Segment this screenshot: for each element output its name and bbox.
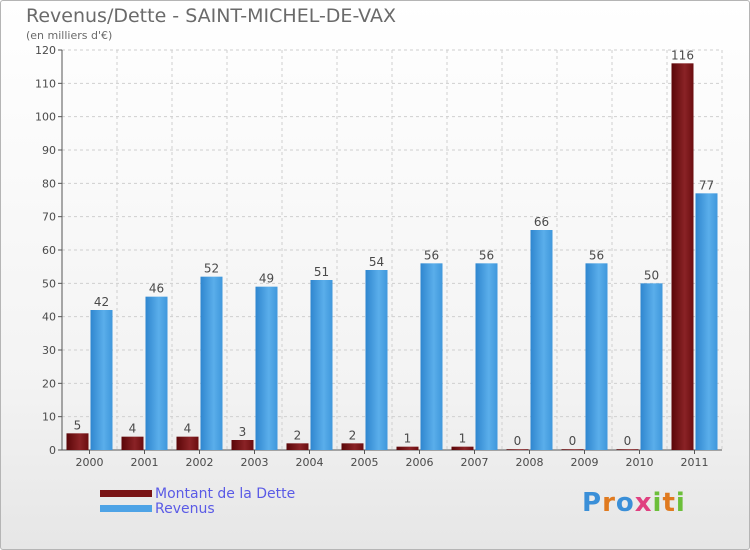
bar-revenus bbox=[640, 283, 663, 450]
bar-revenus bbox=[475, 263, 498, 450]
bar-revenus bbox=[145, 296, 168, 450]
y-tick-label: 110 bbox=[35, 77, 56, 90]
x-tick-label: 2003 bbox=[241, 456, 269, 469]
data-label-revenus: 50 bbox=[644, 268, 659, 282]
bar-revenus bbox=[420, 263, 443, 450]
data-label-revenus: 46 bbox=[149, 282, 164, 296]
bar-revenus bbox=[585, 263, 608, 450]
logo-letter: P bbox=[582, 488, 603, 518]
bar-dette bbox=[121, 436, 144, 450]
logo-letter: r bbox=[602, 488, 616, 518]
legend-label-revenus: Revenus bbox=[155, 501, 215, 517]
data-label-dette: 4 bbox=[184, 422, 192, 436]
data-label-dette: 1 bbox=[404, 432, 412, 446]
data-label-dette: 3 bbox=[239, 425, 247, 439]
data-label-revenus: 66 bbox=[534, 215, 549, 229]
data-label-dette: 2 bbox=[294, 428, 302, 442]
bar-dette bbox=[176, 436, 199, 450]
chart-title: Revenus/Dette - SAINT-MICHEL-DE-VAX bbox=[26, 5, 396, 27]
x-tick-label: 2006 bbox=[406, 456, 434, 469]
data-labels: 5 42 4 46 4 52 3 49 2 51 2 54 1 56 1 56 0 66 0 56 0 50 116 77 bbox=[74, 48, 714, 448]
bar-revenus bbox=[90, 310, 113, 450]
y-tick-label: 20 bbox=[42, 377, 56, 390]
data-label-revenus: 54 bbox=[369, 255, 384, 269]
y-tick-label: 50 bbox=[42, 277, 56, 290]
y-tick-label: 30 bbox=[42, 344, 56, 357]
bar-revenus bbox=[365, 270, 388, 450]
bar-revenus bbox=[200, 276, 223, 450]
x-tick-label: 2007 bbox=[461, 456, 489, 469]
x-tick-label: 2011 bbox=[681, 456, 709, 469]
proxiti-logo: Proxiti bbox=[582, 488, 686, 518]
data-label-dette: 0 bbox=[514, 434, 522, 448]
x-tick-label: 2000 bbox=[76, 456, 104, 469]
bar-dette bbox=[66, 433, 89, 450]
data-label-revenus: 77 bbox=[699, 178, 714, 192]
bar-dette bbox=[671, 63, 694, 450]
gridlines bbox=[61, 49, 723, 451]
x-tick-label: 2008 bbox=[516, 456, 544, 469]
data-label-dette: 0 bbox=[624, 434, 632, 448]
data-label-revenus: 56 bbox=[479, 248, 494, 262]
y-tick-label: 40 bbox=[42, 311, 56, 324]
x-tick-label: 2001 bbox=[131, 456, 159, 469]
data-label-dette: 4 bbox=[129, 422, 137, 436]
data-label-revenus: 56 bbox=[424, 248, 439, 262]
bar-dette bbox=[231, 440, 254, 450]
bar-dette bbox=[506, 449, 529, 450]
bar-revenus bbox=[310, 280, 333, 450]
logo-letter: i bbox=[675, 488, 686, 518]
y-tick-label: 120 bbox=[35, 44, 56, 57]
x-tick-label: 2002 bbox=[186, 456, 214, 469]
logo-letter: x bbox=[634, 488, 653, 518]
bar-dette bbox=[616, 449, 639, 450]
y-tick-label: 10 bbox=[42, 411, 56, 424]
data-label-revenus: 52 bbox=[204, 262, 219, 276]
legend-label-dette: Montant de la Dette bbox=[155, 486, 296, 502]
bar-revenus bbox=[695, 193, 718, 451]
data-label-dette: 1 bbox=[459, 432, 467, 446]
bars bbox=[66, 63, 718, 451]
logo-letter: o bbox=[615, 488, 635, 518]
y-tick-label: 90 bbox=[42, 144, 56, 157]
bar-dette bbox=[286, 443, 309, 450]
data-label-revenus: 56 bbox=[589, 248, 604, 262]
data-label-revenus: 49 bbox=[259, 272, 274, 286]
data-label-revenus: 51 bbox=[314, 265, 329, 279]
data-label-dette: 5 bbox=[74, 418, 82, 432]
bar-dette bbox=[396, 446, 419, 450]
legend-swatch-revenus bbox=[100, 505, 152, 512]
data-label-dette: 116 bbox=[671, 48, 694, 62]
bar-dette bbox=[341, 443, 364, 450]
bar-dette bbox=[561, 449, 584, 450]
logo-letter: t bbox=[662, 488, 676, 518]
x-tick-label: 2010 bbox=[626, 456, 654, 469]
logo-letter: i bbox=[652, 488, 663, 518]
x-tick-label: 2005 bbox=[351, 456, 379, 469]
bar-dette bbox=[451, 446, 474, 450]
x-tick-label: 2004 bbox=[296, 456, 324, 469]
bar-revenus bbox=[255, 286, 278, 450]
legend-swatch-dette bbox=[100, 490, 152, 497]
chart-subtitle: (en milliers d'€) bbox=[26, 29, 113, 42]
x-tick-label: 2009 bbox=[571, 456, 599, 469]
y-tick-label: 80 bbox=[42, 177, 56, 190]
bar-revenus bbox=[530, 230, 553, 450]
y-tick-label: 70 bbox=[42, 211, 56, 224]
data-label-revenus: 42 bbox=[94, 295, 109, 309]
y-tick-label: 100 bbox=[35, 111, 56, 124]
data-label-dette: 2 bbox=[349, 428, 357, 442]
y-tick-label: 0 bbox=[49, 444, 56, 457]
y-tick-label: 60 bbox=[42, 244, 56, 257]
data-label-dette: 0 bbox=[569, 434, 577, 448]
